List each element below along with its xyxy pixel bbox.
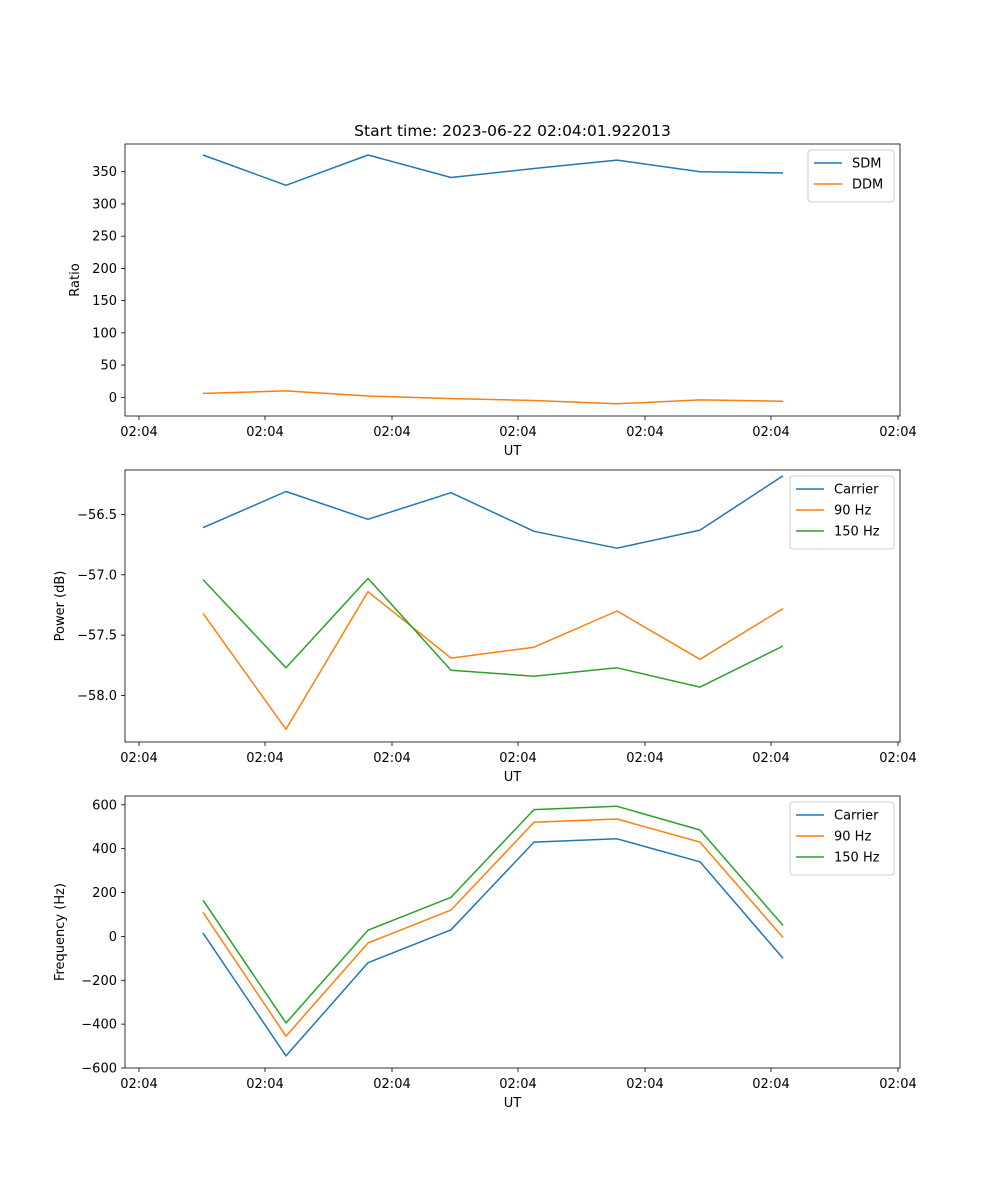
y-tick-label: −200 (81, 974, 117, 989)
series-line-90-hz (202, 818, 784, 1037)
x-tick-label: 02:04 (752, 425, 789, 440)
x-axis-label: UT (504, 770, 522, 785)
y-tick-label: −400 (81, 1018, 117, 1033)
x-tick-label: 02:04 (499, 425, 536, 440)
series-line-carrier (202, 475, 784, 549)
series-line-150-hz (202, 577, 784, 688)
legend: Carrier 90 Hz 150 Hz (789, 475, 895, 550)
x-tick-label: 02:04 (246, 425, 283, 440)
legend-entry: Carrier (834, 809, 879, 824)
y-tick-label: 200 (92, 886, 117, 901)
legend-entry: Carrier (834, 483, 879, 498)
y-tick-label: 50 (100, 359, 117, 374)
x-tick-label: 02:04 (499, 1077, 536, 1092)
x-tick-label: 02:04 (120, 1077, 157, 1092)
series-line-ddm (202, 390, 784, 405)
legend-entry: 90 Hz (834, 830, 871, 845)
y-axis-label: Ratio (68, 263, 83, 296)
y-tick-label: 250 (92, 230, 117, 245)
legend-entry: DDM (852, 178, 883, 193)
legend-entry: 150 Hz (834, 525, 880, 540)
x-tick-label: 02:04 (879, 425, 916, 440)
y-tick-label: 0 (109, 391, 117, 406)
chart-title: Start time: 2023-06-22 02:04:01.922013 (354, 122, 671, 140)
plot-frame (124, 795, 901, 1069)
legend: Carrier 90 Hz 150 Hz (789, 801, 895, 876)
x-tick-label: 02:04 (879, 751, 916, 766)
x-tick-label: 02:04 (246, 1077, 283, 1092)
y-tick-label: −56.5 (77, 508, 117, 523)
y-tick-label: 100 (92, 326, 117, 341)
y-tick-label: −58.0 (77, 689, 117, 704)
y-tick-label: 350 (92, 165, 117, 180)
legend: SDM DDM (807, 149, 895, 203)
x-tick-label: 02:04 (626, 1077, 663, 1092)
y-tick-label: 0 (109, 930, 117, 945)
y-tick-label: 150 (92, 294, 117, 309)
x-tick-label: 02:04 (752, 751, 789, 766)
chart-1: 02:04 02:04 02:04 02:04 02:04 02:04 02:04 0 50 10… (68, 122, 917, 459)
legend-entry: 90 Hz (834, 504, 871, 519)
x-tick-label: 02:04 (626, 425, 663, 440)
legend-entry: 150 Hz (834, 851, 880, 866)
x-tick-label: 02:04 (246, 751, 283, 766)
x-tick-label: 02:04 (373, 1077, 410, 1092)
chart-2: 02:04 02:04 02:04 02:04 02:04 02:04 02:04 −56.5… (53, 469, 917, 785)
plot-frame (124, 143, 901, 417)
y-tick-label: 200 (92, 262, 117, 277)
y-tick-label: 400 (92, 842, 117, 857)
x-tick-label: 02:04 (120, 425, 157, 440)
x-axis-label: UT (504, 444, 522, 459)
series-line-90-hz (202, 590, 784, 731)
y-tick-label: −600 (81, 1062, 117, 1077)
plot-frame (124, 469, 901, 743)
x-tick-label: 02:04 (373, 425, 410, 440)
series-line-sdm (202, 154, 784, 187)
y-tick-label: 600 (92, 798, 117, 813)
x-tick-label: 02:04 (499, 751, 536, 766)
y-axis-label: Frequency (Hz) (53, 883, 68, 981)
x-tick-label: 02:04 (373, 751, 410, 766)
x-axis-label: UT (504, 1096, 522, 1111)
series-line-150-hz (202, 805, 784, 1024)
y-tick-label: −57.0 (77, 568, 117, 583)
x-tick-label: 02:04 (879, 1077, 916, 1092)
y-tick-label: 300 (92, 197, 117, 212)
x-tick-label: 02:04 (752, 1077, 789, 1092)
x-tick-label: 02:04 (626, 751, 663, 766)
y-tick-label: −57.5 (77, 629, 117, 644)
x-tick-label: 02:04 (120, 751, 157, 766)
y-axis-label: Power (dB) (53, 571, 68, 642)
series-line-carrier (202, 838, 784, 1057)
chart-3: 02:04 02:04 02:04 02:04 02:04 02:04 02:04 600 40… (53, 795, 917, 1111)
legend-entry: SDM (852, 157, 881, 172)
